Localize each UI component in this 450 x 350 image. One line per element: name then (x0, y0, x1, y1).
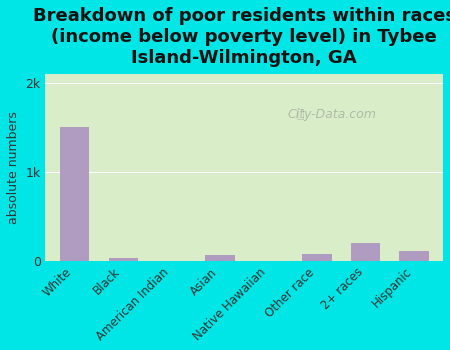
Text: City-Data.com: City-Data.com (287, 108, 376, 121)
Bar (400, 251, 428, 261)
Bar (351, 243, 380, 261)
Text: 📊: 📊 (296, 108, 304, 121)
Title: Breakdown of poor residents within races
(income below poverty level) in Tybee
I: Breakdown of poor residents within races… (33, 7, 450, 66)
Bar (302, 254, 332, 261)
Y-axis label: absolute numbers: absolute numbers (7, 111, 20, 224)
Bar (108, 258, 138, 261)
Bar (206, 256, 234, 261)
Bar (60, 127, 89, 261)
